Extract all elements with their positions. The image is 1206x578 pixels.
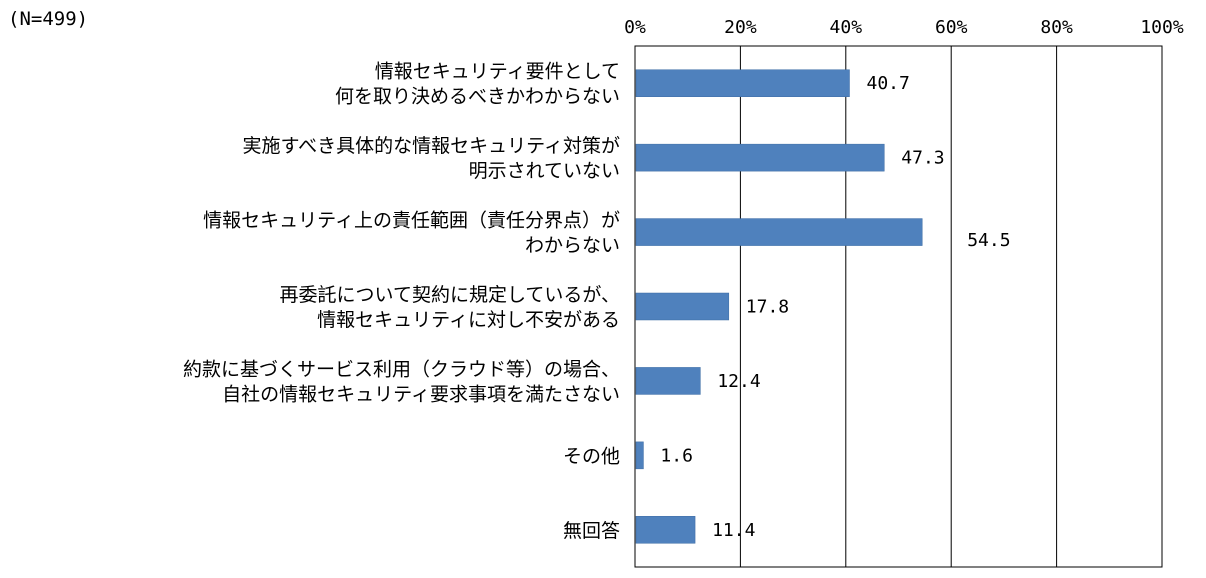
category-label: 再委託について契約に規定しているが、 — [280, 284, 620, 306]
category-label: 明示されていない — [469, 160, 620, 182]
category-label: 何を取り決めるべきかわからない — [335, 86, 620, 108]
x-axis-ticks: 0% 20% 40% 60% 80% 100% — [624, 17, 1184, 38]
bar — [635, 367, 701, 395]
data-label: 1.6 — [660, 445, 693, 466]
gridlines — [739, 46, 1058, 567]
data-labels: 40.7 47.3 54.5 17.8 12.4 1.6 11.4 — [660, 73, 1010, 541]
category-label: 無回答 — [563, 520, 620, 542]
bar — [635, 516, 696, 544]
x-tick-label: 40% — [830, 17, 863, 38]
bar — [635, 218, 923, 246]
category-label: 情報セキュリティ上の責任範囲（責任分界点）が — [203, 210, 620, 232]
category-label: その他 — [563, 445, 620, 467]
x-tick-label: 60% — [935, 17, 968, 38]
category-labels: 情報セキュリティ要件として何を取り決めるべきかわからない実施すべき具体的な情報セ… — [183, 61, 620, 542]
x-tick-label: 20% — [724, 17, 757, 38]
x-tick-label: 0% — [624, 17, 646, 38]
bar — [635, 69, 850, 97]
category-label: 情報セキュリティ要件として — [375, 61, 620, 83]
data-label: 17.8 — [746, 297, 789, 318]
category-label: 情報セキュリティに対し不安がある — [317, 309, 620, 331]
category-label: わからない — [525, 235, 620, 257]
category-label: 実施すべき具体的な情報セキュリティ対策が — [242, 135, 620, 157]
x-tick-label: 80% — [1040, 17, 1073, 38]
sample-size-label: (N=499) — [8, 8, 89, 30]
data-label: 12.4 — [717, 371, 760, 392]
bars — [635, 69, 923, 544]
data-label: 54.5 — [967, 230, 1010, 251]
bar — [635, 143, 885, 172]
data-label: 40.7 — [866, 73, 909, 94]
data-label: 11.4 — [712, 520, 755, 541]
bar — [635, 292, 730, 321]
plot-area-frame — [634, 45, 1163, 568]
category-label: 自社の情報セキュリティ要求事項を満たさない — [222, 383, 620, 405]
bar — [635, 441, 644, 470]
category-label: 約款に基づくサービス利用（クラウド等）の場合、 — [183, 358, 620, 380]
x-tick-label: 100% — [1140, 17, 1184, 38]
data-label: 47.3 — [901, 148, 944, 169]
